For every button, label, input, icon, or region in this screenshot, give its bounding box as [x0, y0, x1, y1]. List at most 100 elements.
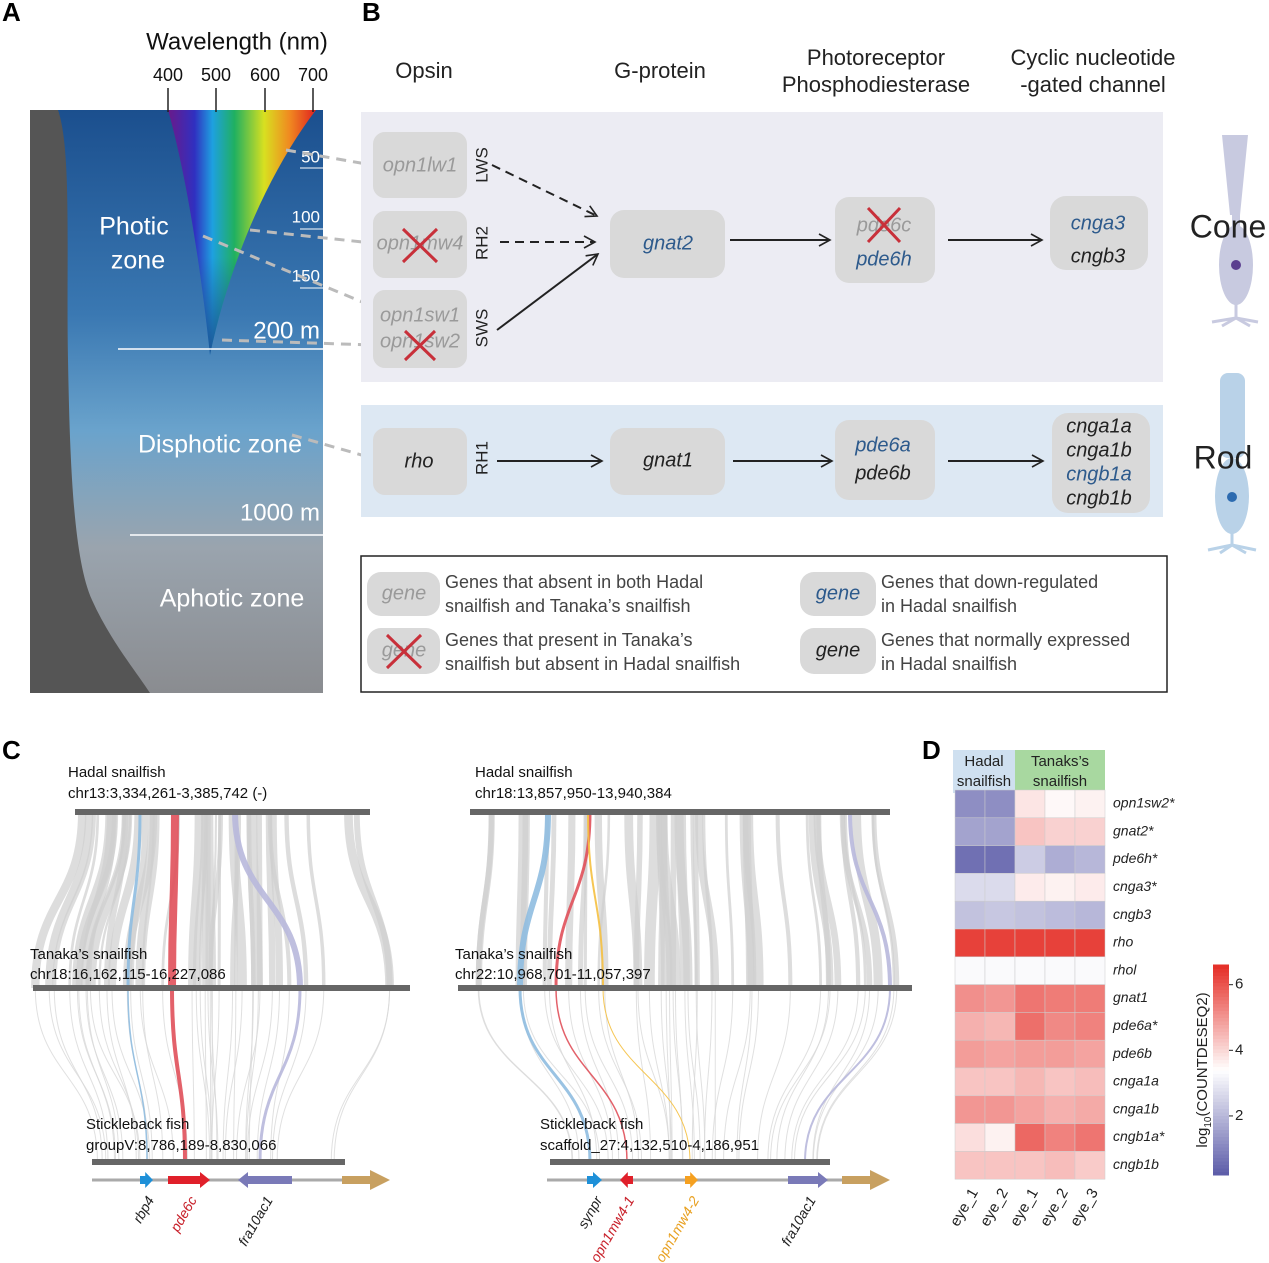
synteny-ribbon	[812, 987, 879, 1163]
gene-label: opn1mw4-2	[652, 1193, 703, 1263]
synteny-ribbon	[269, 811, 284, 989]
synteny-ribbon	[675, 811, 690, 989]
heat-cell	[1074, 1067, 1106, 1097]
gene-box	[1050, 196, 1148, 270]
heat-cell	[1074, 1012, 1106, 1041]
row-label: cngb1b	[1113, 1156, 1159, 1172]
synteny-ribbon	[111, 987, 151, 1163]
heat-cell	[1044, 1095, 1076, 1124]
legend-text: in Hadal snailfish	[881, 654, 1017, 674]
synteny-ribbon	[816, 987, 895, 1163]
synteny-ribbon	[191, 987, 195, 1163]
heat-cell	[1074, 1123, 1106, 1152]
deletion-crosses	[401, 206, 902, 362]
synteny-ribbon	[98, 987, 140, 1163]
legend-text: Genes that down-regulated	[881, 572, 1098, 592]
pathway-arrows	[491, 164, 1045, 468]
row-label: cnga1b	[1113, 1100, 1159, 1116]
synteny-ribbon	[674, 987, 683, 1163]
colorbar-segment	[1213, 1017, 1229, 1022]
synteny-ribbon	[813, 811, 842, 989]
heat-cell	[1074, 817, 1106, 846]
synteny-ribbon	[840, 811, 861, 989]
gene: pde6h	[855, 248, 912, 270]
gene: pde6a	[854, 434, 911, 456]
synteny-ribbon	[34, 987, 98, 1163]
heat-cell	[954, 1095, 986, 1124]
colorbar-label: log10(COUNTDESEQ2)	[1194, 992, 1214, 1147]
heat-cell	[954, 1039, 986, 1069]
row-label: rho	[1113, 934, 1133, 950]
track-label: Tanaka’s snailfish	[30, 946, 147, 963]
column-label: eye_2	[977, 1185, 1012, 1229]
heat-cell	[1044, 845, 1076, 874]
synteny-ribbon	[130, 987, 153, 1163]
synteny-ribbon	[246, 987, 273, 1163]
colorbar-segment	[1213, 1073, 1229, 1078]
colorbar-segment	[1213, 1027, 1229, 1032]
gene-box	[373, 428, 467, 495]
legend-text: Genes that absent in both Hadal	[445, 572, 703, 592]
heat-cell	[1044, 984, 1076, 1013]
colorbar-segment	[1213, 1087, 1229, 1092]
colorbar-segment	[1213, 1167, 1229, 1172]
gene-label: pde6c	[166, 1193, 199, 1235]
column-header: Phosphodiesterase	[782, 72, 970, 97]
colorbar-segment	[1213, 1013, 1229, 1018]
track-label: Hadal snailfish	[475, 764, 573, 781]
synteny-ribbon	[691, 987, 698, 1163]
synteny-ribbon	[233, 987, 237, 1163]
synteny-ribbon	[594, 811, 609, 989]
heat-cell	[984, 1039, 1016, 1069]
track-label: chr18:13,857,950-13,940,384	[475, 785, 672, 802]
legend-symbol	[800, 572, 876, 616]
heat-cell	[984, 984, 1016, 1013]
cone-cell	[1211, 135, 1259, 328]
colorbar-segment	[1213, 1101, 1229, 1106]
heat-cell	[1014, 873, 1046, 902]
colorbar-segment	[1213, 1059, 1229, 1064]
colorbar-segment	[1213, 996, 1229, 1001]
synteny-ribbon	[170, 987, 187, 1163]
synteny-ribbon	[579, 987, 620, 1163]
gene: cnga1a	[1066, 415, 1132, 437]
colorbar-segment	[1213, 1090, 1229, 1095]
seafloor	[30, 110, 150, 693]
colorbar-segment	[1213, 1020, 1229, 1025]
colorbar-segment	[1213, 1122, 1229, 1127]
column-header: Opsin	[395, 58, 452, 83]
colorbar-segment	[1213, 1097, 1229, 1102]
connectors	[202, 148, 373, 460]
synteny-ribbon	[644, 811, 661, 989]
colorbar-segment	[1213, 1048, 1229, 1053]
colorbar-label-part: log	[1194, 1128, 1211, 1148]
heat-cell	[984, 1012, 1016, 1041]
track-label: Tanaka’s snailfish	[455, 946, 572, 963]
synteny-ribbon	[587, 811, 604, 989]
group-header	[953, 750, 1015, 793]
zone-label: Aphotic zone	[160, 585, 305, 613]
zone-label: zone	[111, 247, 165, 275]
heat-cell	[984, 789, 1016, 819]
heat-cell	[984, 817, 1016, 846]
colorbar-segment	[1213, 1080, 1229, 1085]
heat-cell	[1044, 1012, 1076, 1041]
colorbar-segment	[1213, 982, 1229, 987]
colorbar-segment	[1213, 975, 1229, 980]
synteny-ribbon	[224, 987, 243, 1163]
synteny-ribbon	[232, 811, 303, 989]
heat-cell	[1044, 928, 1076, 958]
heat-cell	[954, 1151, 986, 1180]
gene-arrow	[168, 1172, 210, 1188]
heat-cell	[1044, 789, 1076, 819]
colorbar-segment	[1213, 1094, 1229, 1099]
synteny-ribbon	[793, 987, 866, 1163]
synteny-ribbon	[670, 811, 677, 989]
heat-cell	[984, 1151, 1016, 1180]
row-label: cnga3*	[1113, 878, 1157, 894]
synteny-ribbon	[555, 987, 628, 1163]
cell-label: Rod	[1194, 439, 1253, 475]
colorbar-segment	[1213, 985, 1229, 990]
track-label: scaffold_27:4,132,510-4,186,951	[540, 1137, 759, 1154]
heat-cell	[1044, 900, 1076, 930]
